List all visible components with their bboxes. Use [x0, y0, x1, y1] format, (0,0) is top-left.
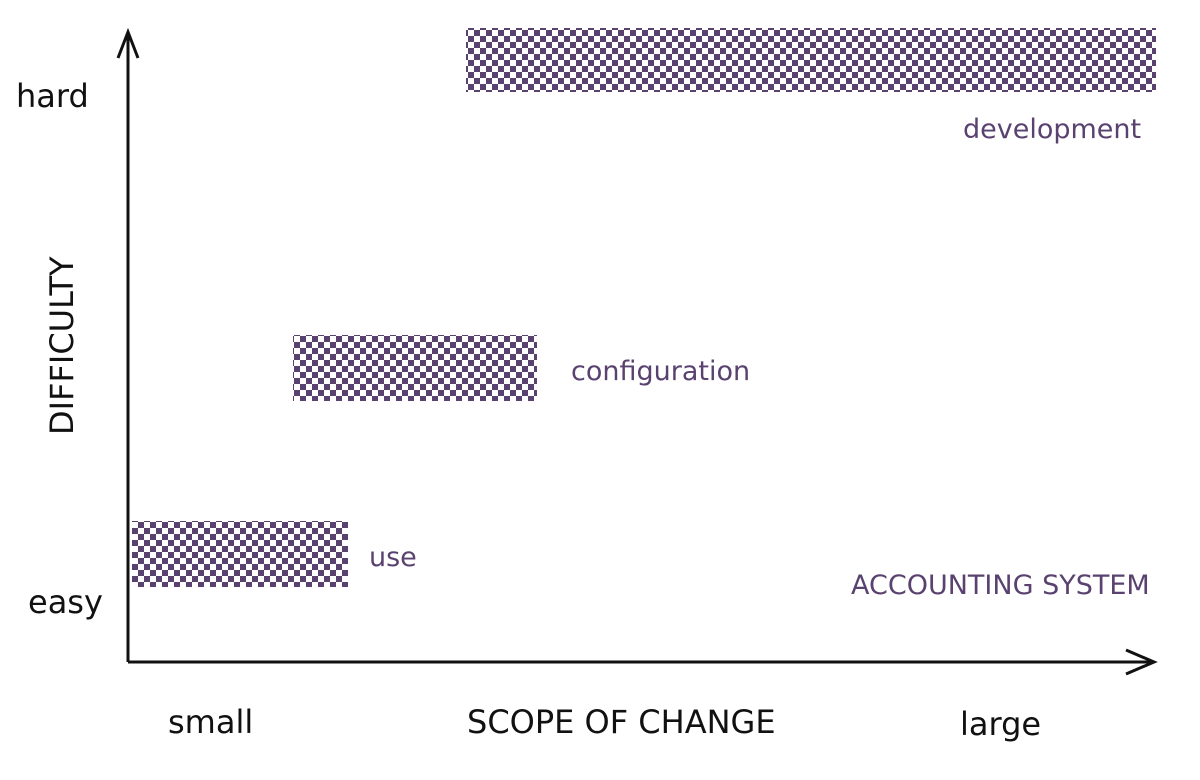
configuration-label: configuration [571, 356, 750, 387]
y-axis [116, 27, 140, 662]
use-band [132, 521, 348, 587]
configuration-band [293, 335, 537, 401]
x-axis [128, 648, 1158, 676]
y-axis-low-label: easy [28, 583, 103, 621]
development-band [466, 28, 1156, 92]
system-label: ACCOUNTING SYSTEM [851, 570, 1150, 601]
x-axis-low-label: small [168, 703, 253, 741]
use-label: use [369, 542, 417, 573]
development-label: development [963, 114, 1141, 145]
x-axis-arrow-icon [1125, 648, 1158, 676]
x-axis-title: SCOPE OF CHANGE [467, 703, 776, 741]
y-axis-arrow-icon [116, 27, 140, 59]
x-axis-high-label: large [960, 705, 1041, 743]
y-axis-high-label: hard [16, 77, 89, 115]
y-axis-title: DIFFICULTY [43, 256, 81, 435]
